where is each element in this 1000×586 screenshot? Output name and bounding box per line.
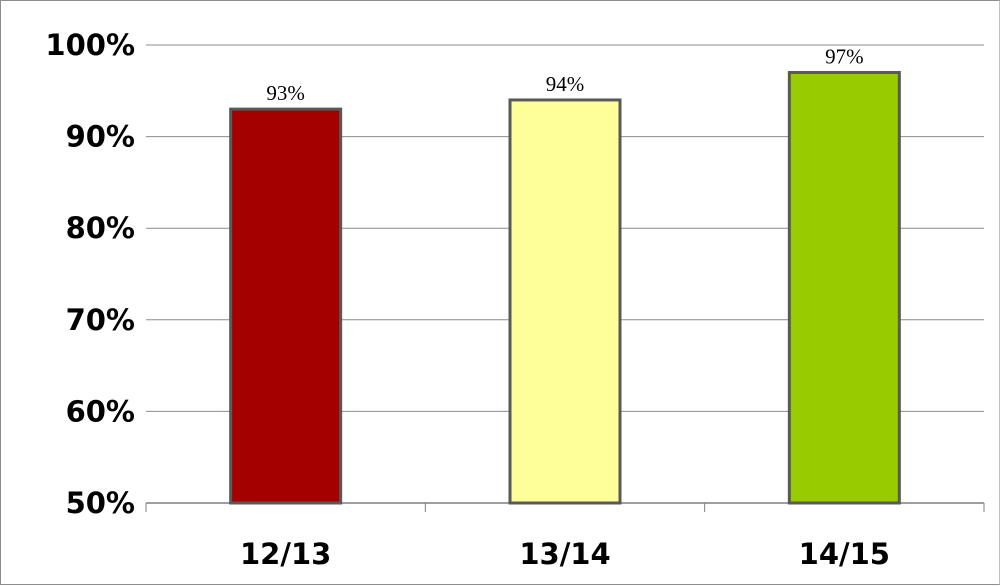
data-label: 97% — [825, 44, 864, 68]
y-tick-label: 90% — [66, 120, 135, 154]
y-tick-label: 50% — [66, 486, 135, 520]
bar — [508, 98, 622, 505]
x-tick-label: 13/14 — [519, 537, 610, 571]
data-label: 94% — [546, 72, 585, 96]
data-labels: 93% 94% 97% — [266, 44, 863, 105]
x-axis-ticks: 12/13 13/14 14/15 — [240, 537, 890, 571]
y-tick-label: 80% — [66, 211, 135, 245]
y-axis-ticks: 50% 60% 70% 80% 90% 100% — [45, 28, 135, 520]
y-tick-label: 70% — [66, 303, 135, 337]
x-tick-label: 12/13 — [240, 537, 331, 571]
y-tick-label: 100% — [45, 28, 135, 62]
bar — [787, 70, 901, 505]
data-label: 93% — [266, 81, 305, 105]
bars — [229, 70, 901, 505]
x-tick-label: 14/15 — [799, 537, 890, 571]
bar — [229, 107, 343, 505]
y-tick-label: 60% — [66, 394, 135, 428]
